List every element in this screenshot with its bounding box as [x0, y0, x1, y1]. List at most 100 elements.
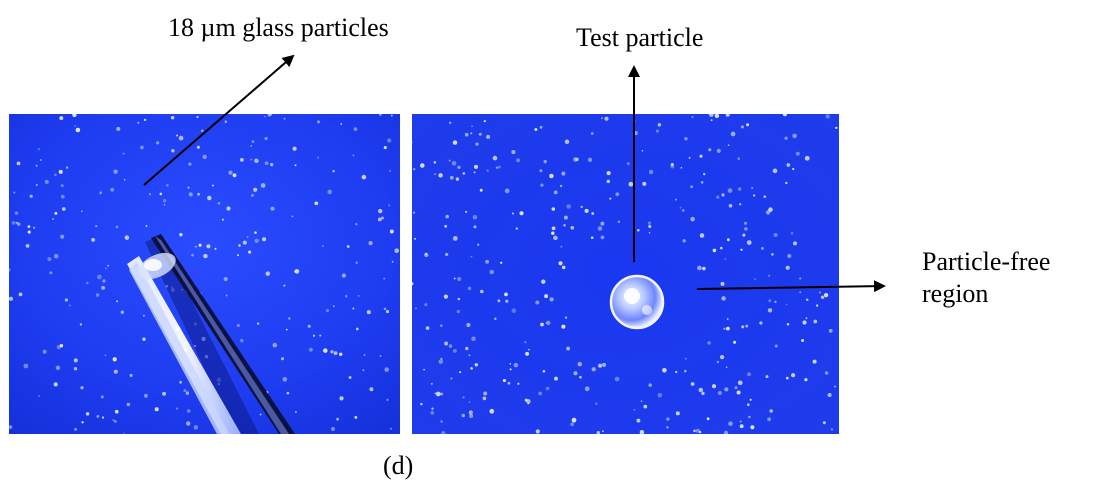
particle-speck: [389, 427, 393, 431]
particle-speck: [795, 151, 800, 156]
particle-speck: [366, 310, 371, 315]
particle-speck: [283, 284, 286, 287]
particle-speck: [772, 168, 778, 174]
particle-speck: [124, 235, 130, 240]
particle-speck: [95, 224, 98, 228]
particle-speck: [675, 370, 678, 374]
particle-speck: [642, 181, 647, 186]
particle-speck: [381, 216, 384, 220]
particle-speck: [648, 231, 651, 234]
particle-speck: [554, 376, 558, 381]
particle-speck: [771, 253, 774, 256]
particle-speck: [280, 357, 285, 361]
particle-speck: [101, 416, 105, 419]
particle-speck: [444, 341, 449, 346]
particle-speck: [196, 145, 200, 149]
particle-speck: [162, 391, 167, 396]
particle-speck: [563, 215, 568, 220]
particle-speck: [383, 277, 386, 280]
particle-speck: [515, 227, 518, 230]
particle-speck: [95, 293, 100, 297]
particle-speck: [49, 271, 53, 275]
particle-speck: [541, 279, 546, 284]
particle-speck: [802, 320, 807, 325]
particle-speck: [553, 235, 558, 241]
particle-speck: [700, 181, 704, 184]
particle-speck: [666, 417, 670, 421]
particle-speck: [185, 421, 191, 426]
particle-speck: [228, 170, 233, 175]
particle-speck: [355, 261, 359, 265]
particle-speck: [549, 297, 554, 302]
particle-speck: [820, 295, 825, 299]
particle-speck: [188, 162, 192, 166]
particle-speck: [549, 173, 554, 179]
particle-speck: [424, 252, 427, 255]
particle-speck: [110, 187, 115, 192]
particle-speck: [116, 300, 119, 303]
particle-speck: [636, 418, 641, 423]
particle-speck: [587, 157, 593, 163]
particle-speck: [782, 114, 788, 117]
particle-speck: [750, 425, 755, 430]
particle-speck: [655, 129, 659, 133]
particle-speck: [265, 271, 271, 276]
particle-speck: [602, 430, 604, 433]
particle-speck: [690, 382, 695, 386]
particle-speck: [792, 133, 797, 139]
particle-speck: [786, 323, 790, 326]
particle-speck: [632, 120, 636, 123]
particle-speck: [785, 303, 788, 306]
particle-speck: [684, 357, 687, 360]
particle-speck: [561, 324, 566, 329]
particle-speck: [828, 328, 833, 333]
particle-speck: [539, 125, 543, 129]
particle-speck: [155, 141, 160, 145]
particle-speck: [171, 149, 175, 153]
particle-speck: [75, 127, 81, 133]
particle-speck: [602, 362, 607, 367]
particle-speck: [42, 349, 47, 354]
particle-speck: [564, 139, 570, 145]
particle-speck: [734, 386, 738, 390]
particle-speck: [535, 429, 540, 434]
particle-speck: [79, 323, 83, 326]
particle-speck: [254, 231, 257, 234]
particle-speck: [323, 348, 328, 353]
particle-speck: [165, 183, 169, 187]
particle-speck: [470, 255, 473, 258]
particle-speck: [513, 362, 519, 368]
particle-speck: [767, 308, 773, 313]
particle-speck: [440, 357, 443, 360]
particle-speck: [641, 149, 644, 152]
particle-speck: [162, 198, 167, 203]
particle-speck: [412, 211, 416, 214]
particle-speck: [420, 163, 425, 168]
particle-speck: [122, 152, 125, 155]
particle-speck: [570, 422, 574, 427]
particle-speck: [336, 417, 340, 421]
particle-speck: [102, 279, 106, 283]
particle-speck: [466, 322, 471, 328]
particle-speck: [112, 419, 115, 421]
particle-speck: [693, 429, 696, 433]
test-particle-label: Test particle: [576, 23, 704, 52]
particle-speck: [708, 148, 712, 152]
particle-speck: [691, 115, 694, 119]
particle-speck: [596, 430, 601, 434]
particle-speck: [590, 131, 594, 136]
particle-speck: [743, 221, 748, 225]
particle-speck: [292, 146, 297, 151]
particle-speck: [474, 363, 478, 367]
particle-speck: [551, 207, 556, 211]
particle-speck: [571, 417, 577, 423]
particle-speck: [412, 282, 414, 286]
particle-speck: [640, 400, 643, 403]
particle-speck: [467, 286, 472, 291]
particle-speck: [617, 220, 621, 224]
particle-speck: [606, 179, 611, 184]
particle-speck: [448, 344, 453, 348]
particle-speck: [423, 368, 425, 371]
particle-speck: [710, 119, 713, 122]
particle-speck: [14, 211, 19, 215]
